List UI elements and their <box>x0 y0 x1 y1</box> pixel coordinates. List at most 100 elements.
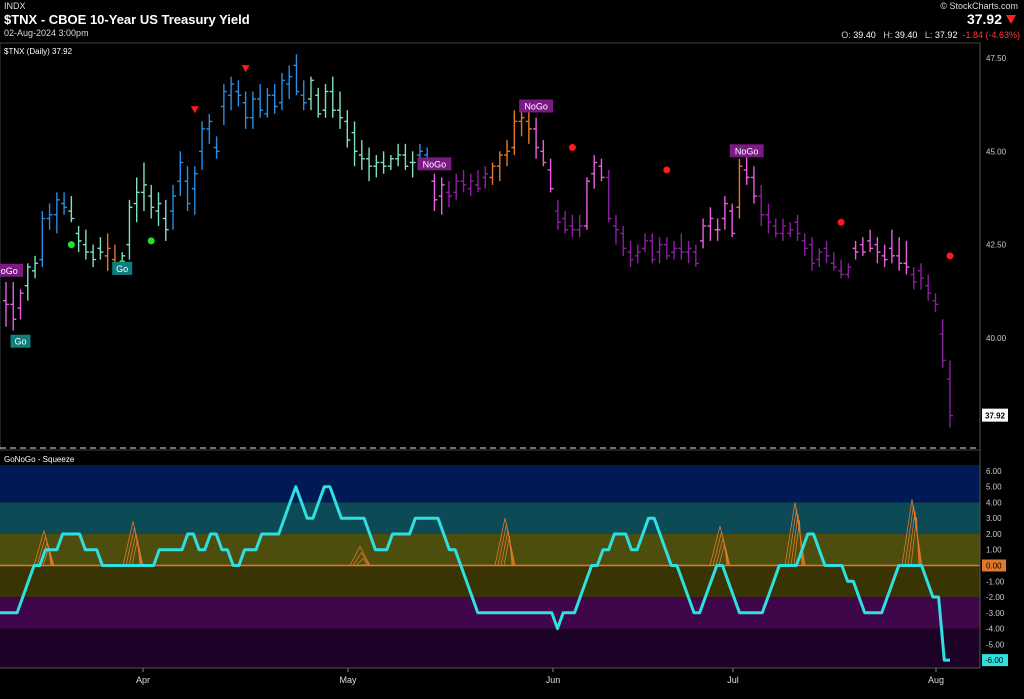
high-value: 39.40 <box>894 30 918 40</box>
price-panel: $TNX (Daily) 37.92 47.50 45.00 42.50 40.00 37… <box>0 42 1008 451</box>
ohlc-bar <box>663 237 670 260</box>
ohlc-bar <box>126 199 133 260</box>
ohlc-bar <box>322 84 329 118</box>
ohlc-bar <box>845 263 852 279</box>
ohlc-bar <box>569 214 576 238</box>
ohlc-bar <box>191 166 198 215</box>
ohlc-bar <box>917 263 924 290</box>
price-y-tick-label: 40.00 <box>986 334 1007 343</box>
indicator-y-tick-label: 2.00 <box>986 530 1002 539</box>
go-label: Go <box>112 261 133 275</box>
ohlc-bar <box>511 110 518 156</box>
ohlc-bar <box>32 255 39 279</box>
ohlc-bar <box>475 169 481 193</box>
ohlc-bar <box>925 274 932 301</box>
squeeze-triangle <box>122 521 144 566</box>
ohlc-bar <box>315 87 322 118</box>
ohlc-bar <box>801 233 808 256</box>
ohlc-bar <box>482 166 489 189</box>
ohlc-bar <box>576 214 583 238</box>
chart-date: 02-Aug-2024 3:00pm <box>4 28 89 38</box>
ohlc-bar <box>692 244 699 268</box>
ohlc-bar <box>634 244 641 264</box>
squeeze-band <box>0 502 980 534</box>
ohlc-bar <box>598 158 605 182</box>
ohlc-bar <box>395 143 402 167</box>
ohlc-bar <box>300 80 307 111</box>
nogo-label: NoGo <box>417 157 452 171</box>
nogo-label: NoGo <box>0 263 23 277</box>
ohlc-bar <box>46 203 53 230</box>
ohlc-bar <box>671 240 678 260</box>
ohlc-bar <box>830 252 837 271</box>
x-tick-label: Jun <box>546 675 561 685</box>
ohlc-bar <box>823 240 830 264</box>
indicator-y-tick-label: -5.00 <box>986 640 1005 649</box>
down-triangle-icon <box>1006 15 1016 24</box>
ohlc-bar <box>24 263 31 301</box>
ohlc-bar <box>554 199 561 230</box>
ohlc-bar <box>17 289 24 320</box>
svg-text:NoGo: NoGo <box>423 159 447 169</box>
change-value: -1.84 (-4.63%) <box>962 30 1020 40</box>
ohlc-bar <box>649 233 656 264</box>
indicator-y-tick-label: 3.00 <box>986 514 1002 523</box>
chart-title: $TNX - CBOE 10-Year US Treasury Yield <box>4 12 250 27</box>
ohlc-bar <box>816 248 823 268</box>
indicator-y-tick-label: -1.00 <box>986 577 1005 586</box>
nogo-label: NoGo <box>729 144 764 158</box>
ohlc-bar <box>591 155 598 189</box>
squeeze-band <box>0 565 980 598</box>
ohlc-bar <box>213 136 220 159</box>
ohlc-bar <box>540 140 547 167</box>
ohlc-bar <box>264 87 271 118</box>
ohlc-bar <box>155 192 162 226</box>
ohlc-bar <box>547 158 554 193</box>
ohlc-bar <box>82 229 89 260</box>
ohlc-bar <box>947 360 953 428</box>
squeeze-line <box>0 485 950 662</box>
price-plot-frame <box>0 42 981 451</box>
ohlc-bar <box>286 65 293 100</box>
ohlc-bar <box>431 173 438 212</box>
ohlc-bar <box>170 184 177 230</box>
ohlc-bar <box>184 166 191 212</box>
price-panel-label: $TNX (Daily) 37.92 <box>4 47 73 56</box>
ohlc-bar <box>307 76 314 111</box>
ohlc-bar <box>39 211 46 268</box>
ohlc-bar <box>228 76 235 111</box>
ohlc-bar <box>460 169 467 193</box>
ohlc-bar <box>888 229 895 264</box>
red-dot-marker <box>663 166 671 174</box>
x-tick-label: Aug <box>928 675 944 685</box>
ohlc-bar <box>387 155 394 170</box>
indicator-y-tick-label: -2.00 <box>986 593 1005 602</box>
squeeze-triangle <box>709 525 731 566</box>
ohlc-bar <box>504 140 511 167</box>
ohlc-bar <box>329 76 336 118</box>
ohlc-bar <box>939 319 946 368</box>
ohlc-bar <box>409 151 416 178</box>
ohlc-bar <box>736 158 743 219</box>
zero-value-label: 0.00 <box>986 562 1002 571</box>
ohlc-bar <box>366 147 373 182</box>
ohlc-bar <box>148 184 155 219</box>
ohlc-bar <box>852 240 859 260</box>
indicator-y-tick-label: 1.00 <box>986 546 1002 555</box>
ohlc-bar <box>75 225 82 253</box>
ohlc-bar <box>445 181 452 208</box>
ohlc-bar <box>874 237 881 264</box>
ohlc-bar <box>714 218 721 241</box>
ohlc-bar <box>97 237 104 260</box>
squeeze-triangle <box>901 499 923 566</box>
indicator-y-tick-label: -4.00 <box>986 625 1005 634</box>
go-label: Go <box>10 334 31 348</box>
ohlc-bar <box>489 162 496 185</box>
ohlc-bar <box>61 192 68 215</box>
red-dot-marker <box>568 144 576 152</box>
ohlc-bar <box>337 91 344 129</box>
ohlc-bar <box>562 211 569 234</box>
ohlc-bar <box>721 196 728 230</box>
x-axis: Apr May Jun Jul Aug <box>0 43 981 685</box>
